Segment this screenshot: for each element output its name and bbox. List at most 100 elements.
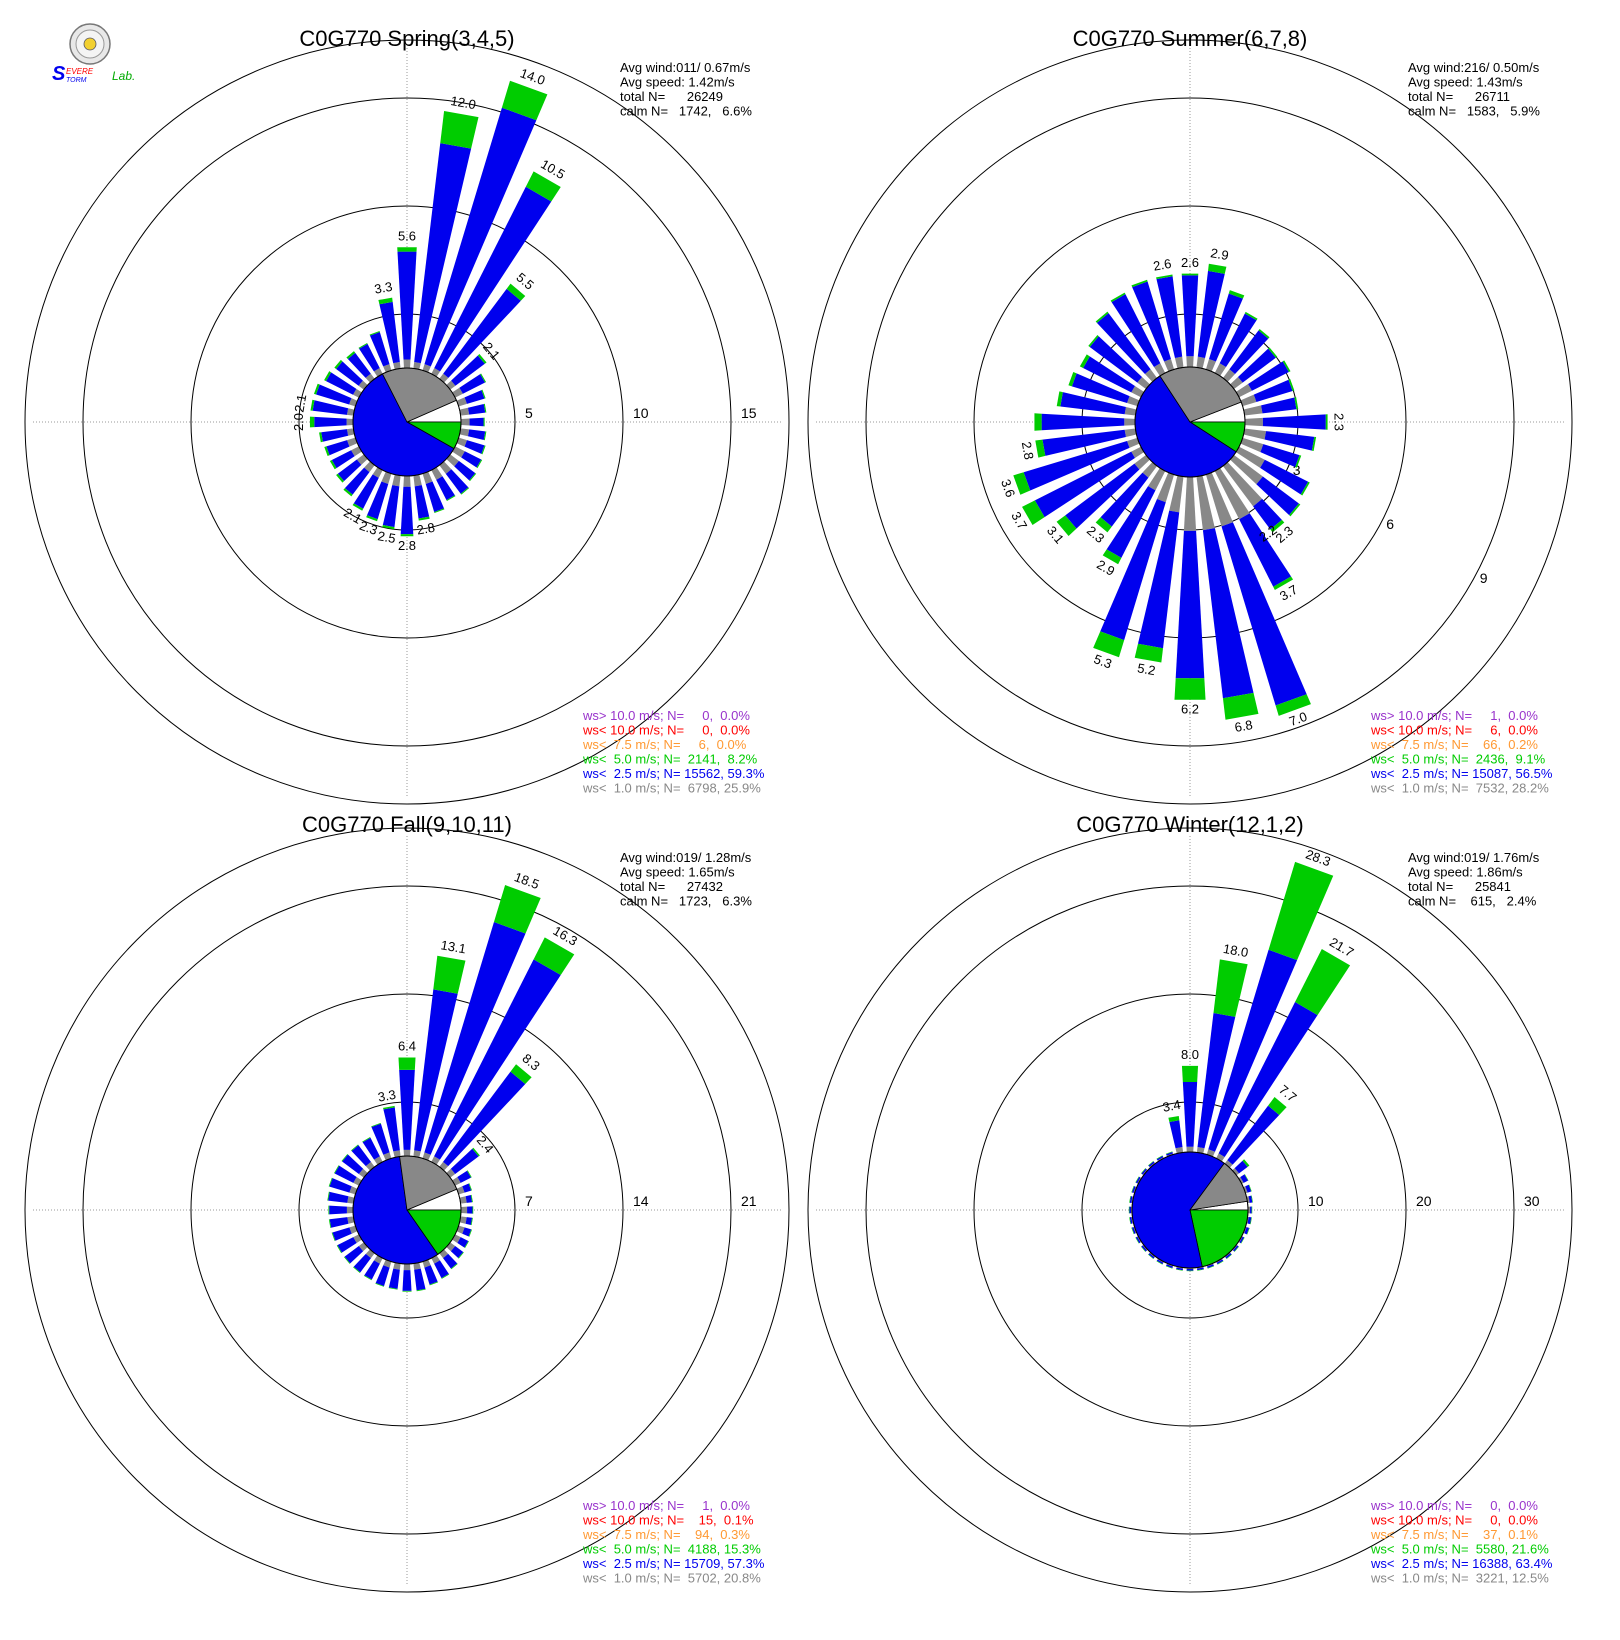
petal-lt2_5: [329, 1217, 349, 1228]
petal-label: 18.5: [512, 869, 541, 892]
petal-lt1: [1205, 472, 1233, 527]
petal-lt1: [446, 454, 459, 467]
petal-lt2_5: [1156, 1155, 1164, 1161]
petal-lt5: [477, 353, 487, 364]
petal-lt2_5: [434, 1260, 449, 1279]
petal-lt5: [1088, 335, 1099, 347]
petal-lt1: [1243, 1186, 1248, 1194]
petal-lt5: [1140, 1246, 1146, 1252]
petal-lt2_5: [1141, 1168, 1147, 1175]
petal-lt5: [1181, 1065, 1199, 1082]
logo-lab-text: Lab.: [112, 69, 135, 83]
petal-lt2_5: [312, 400, 349, 415]
petal-lt5: [352, 503, 364, 511]
petal-lt1: [422, 471, 433, 485]
petal-lt5: [510, 1064, 532, 1085]
petal-lt2_5: [1071, 373, 1130, 403]
petal-lt5: [1244, 1174, 1249, 1181]
petal-lt5: [353, 1266, 361, 1274]
petal-lt5: [1207, 1265, 1215, 1269]
petal-lt2_5: [436, 476, 455, 501]
petal-lt2_5: [1065, 463, 1140, 529]
petal-lt5: [464, 1240, 469, 1249]
legend-entry-lt5: ws< 5.0 m/s; N= 4188, 15.3%: [582, 1542, 761, 1557]
petal-lt2_5: [1042, 429, 1126, 456]
petal-lt1: [452, 446, 465, 458]
petal-lt5: [1244, 311, 1258, 321]
petal-lt2_5: [1137, 510, 1180, 649]
petal-label: 2.8: [416, 520, 436, 538]
petal-lt2_5: [402, 1270, 412, 1291]
petal-lt1: [393, 1150, 401, 1158]
petal-label: 18.0: [1222, 941, 1250, 960]
petal-lt5: [433, 955, 466, 994]
petal-lt5: [506, 283, 526, 301]
ring-label: 6: [1386, 516, 1394, 532]
petal-lt2_5: [1135, 1236, 1141, 1244]
petal-label: 3.6: [998, 477, 1018, 499]
petal-lt2_5: [314, 416, 347, 428]
petal-lt2_5: [332, 1227, 352, 1241]
petal-lt5: [1273, 576, 1294, 590]
petal-lt2_5: [329, 1205, 347, 1215]
petal-lt1: [392, 474, 401, 487]
petal-lt1: [1222, 462, 1263, 507]
petal-lt2_5: [375, 1265, 390, 1287]
petal-lt5: [371, 1122, 381, 1128]
petal-lt2_5: [1261, 397, 1297, 414]
ring-label: 10: [633, 405, 649, 421]
petal-lt5: [331, 1232, 336, 1241]
petal-lt5: [446, 495, 456, 502]
petal-lt5: [375, 1283, 385, 1287]
petal-lt2_5: [397, 251, 417, 360]
petal-lt5: [441, 1273, 450, 1279]
petal-lt5: [366, 515, 378, 522]
petal-lt1: [393, 1262, 401, 1270]
pie-outline: [352, 1155, 462, 1265]
petal-lt2_5: [1197, 1267, 1204, 1271]
petal-lt5: [1135, 1237, 1140, 1244]
petal-lt1: [1142, 462, 1158, 478]
petal-lt5: [1213, 959, 1248, 1017]
petal-lt2_5: [1247, 1217, 1252, 1225]
summary-line: calm N= 1723, 6.3%: [620, 894, 752, 909]
petal-lt5: [1129, 1196, 1131, 1203]
petal-lt2_5: [1260, 459, 1309, 495]
petal-lt1: [403, 359, 411, 369]
petal-lt2_5: [367, 481, 389, 520]
petal-lt2_5: [1089, 336, 1143, 383]
petal-lt2_5: [1209, 293, 1243, 362]
petal-label: 2.6: [1152, 256, 1172, 274]
petal-lt2_5: [1148, 1253, 1155, 1259]
petal-lt2_5: [425, 481, 445, 512]
petal-lt2_5: [464, 440, 485, 454]
petal-lt5: [351, 1144, 359, 1151]
petal-lt1: [459, 1216, 467, 1224]
petal-lt2_5: [1132, 281, 1171, 362]
petal-lt2_5: [1186, 1268, 1194, 1271]
summary-line: calm N= 615, 2.4%: [1408, 894, 1537, 909]
petal-lt5: [400, 534, 414, 537]
petal-lt5: [1240, 1237, 1245, 1244]
petal-lt1: [347, 1196, 355, 1204]
petal-lt2_5: [382, 485, 400, 528]
petal-lt1: [456, 1186, 465, 1195]
petal-lt2_5: [1131, 1227, 1136, 1234]
petal-lt1: [1236, 446, 1265, 468]
petal-lt1: [422, 1259, 431, 1268]
petal-lt5: [493, 885, 541, 934]
petal-lt2_5: [462, 1183, 472, 1193]
petal-lt5: [324, 371, 332, 382]
petal-lt1: [351, 446, 362, 457]
petal-label: 2.0: [291, 413, 306, 431]
petal-lt5: [363, 1275, 372, 1281]
petal-lt1: [403, 475, 411, 487]
petal-lt1: [393, 361, 401, 370]
petal-lt5: [1135, 1176, 1140, 1183]
petal-lt5: [429, 1281, 438, 1286]
petal-lt2_5: [1135, 1176, 1141, 1184]
lab-logo-graphic: S EVERE TORM Lab.: [52, 23, 135, 85]
